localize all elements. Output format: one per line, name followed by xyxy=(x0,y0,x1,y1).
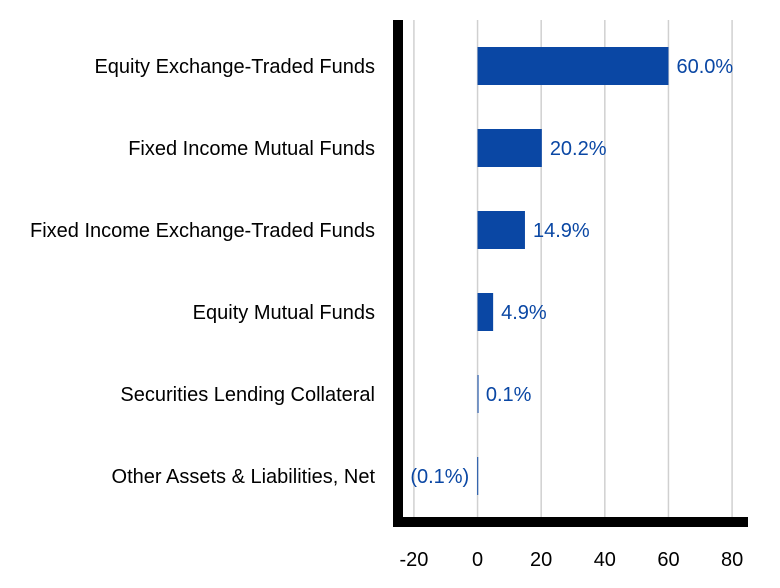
x-tick-labels: -20 0 20 40 60 80 xyxy=(399,549,743,571)
bar xyxy=(477,211,525,249)
bars xyxy=(477,47,669,495)
data-labels: 60.0% 20.2% 14.9% 4.9% 0.1% (0.1%) xyxy=(410,56,733,488)
bar xyxy=(477,293,494,331)
axes xyxy=(393,20,748,527)
bar xyxy=(477,457,479,495)
data-label: 20.2% xyxy=(550,138,607,160)
category-label: Fixed Income Mutual Funds xyxy=(128,138,375,160)
grid-lines xyxy=(413,20,733,522)
category-label: Fixed Income Exchange-Traded Funds xyxy=(30,220,375,242)
bar xyxy=(477,375,479,413)
category-labels: Equity Exchange-Traded Funds Fixed Income… xyxy=(30,56,375,488)
x-tick-label: -20 xyxy=(399,549,428,571)
bar xyxy=(477,47,669,85)
data-label: 14.9% xyxy=(533,220,590,242)
x-tick-label: 40 xyxy=(594,549,616,571)
data-label: 60.0% xyxy=(676,56,733,78)
x-tick-label: 0 xyxy=(472,549,483,571)
category-label: Equity Exchange-Traded Funds xyxy=(94,56,375,78)
category-label: Securities Lending Collateral xyxy=(120,384,375,406)
x-tick-label: 60 xyxy=(657,549,679,571)
category-label: Equity Mutual Funds xyxy=(193,302,375,324)
data-label: (0.1%) xyxy=(410,466,469,488)
category-label: Other Assets & Liabilities, Net xyxy=(112,466,376,488)
x-tick-label: 80 xyxy=(721,549,743,571)
x-tick-label: 20 xyxy=(530,549,552,571)
data-label: 0.1% xyxy=(486,384,532,406)
bar xyxy=(477,129,542,167)
data-label: 4.9% xyxy=(501,302,547,324)
